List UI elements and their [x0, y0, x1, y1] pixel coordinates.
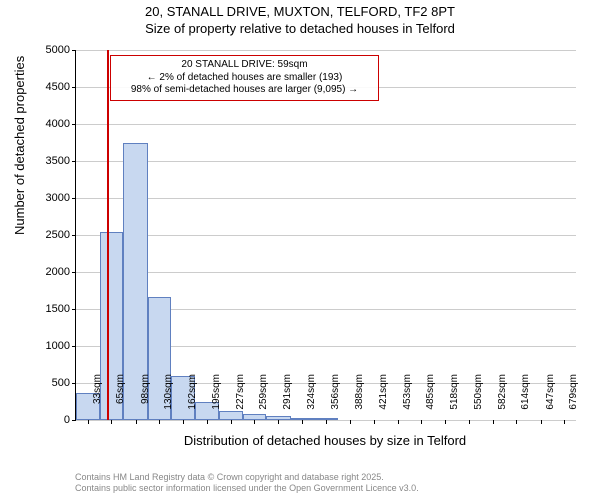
ytick-mark	[72, 383, 76, 384]
xtick-label: 162sqm	[187, 374, 198, 424]
ytick-label: 2000	[30, 266, 70, 278]
xtick-mark	[374, 420, 375, 424]
footer-line1: Contains HM Land Registry data © Crown c…	[75, 472, 419, 483]
ytick-mark	[72, 346, 76, 347]
xtick-label: 614sqm	[520, 374, 531, 424]
xtick-label: 227sqm	[235, 374, 246, 424]
xtick-label: 485sqm	[425, 374, 436, 424]
xtick-mark	[88, 420, 89, 424]
xtick-mark	[231, 420, 232, 424]
xtick-mark	[541, 420, 542, 424]
title-line2: Size of property relative to detached ho…	[0, 21, 600, 38]
xtick-label: 324sqm	[306, 374, 317, 424]
x-axis-label: Distribution of detached houses by size …	[75, 433, 575, 448]
title-line1: 20, STANALL DRIVE, MUXTON, TELFORD, TF2 …	[0, 4, 600, 21]
ytick-mark	[72, 420, 76, 421]
chart-container: 20, STANALL DRIVE, MUXTON, TELFORD, TF2 …	[0, 0, 600, 500]
xtick-mark	[326, 420, 327, 424]
marker-line	[107, 50, 109, 420]
xtick-mark	[159, 420, 160, 424]
ytick-mark	[72, 161, 76, 162]
xtick-label: 259sqm	[258, 374, 269, 424]
xtick-mark	[136, 420, 137, 424]
xtick-label: 550sqm	[473, 374, 484, 424]
ytick-label: 5000	[30, 44, 70, 56]
xtick-mark	[207, 420, 208, 424]
xtick-label: 130sqm	[163, 374, 174, 424]
ytick-label: 0	[30, 414, 70, 426]
xtick-label: 388sqm	[354, 374, 365, 424]
annotation-box: 20 STANALL DRIVE: 59sqm ← 2% of detached…	[110, 55, 379, 101]
xtick-mark	[493, 420, 494, 424]
ytick-label: 4500	[30, 81, 70, 93]
xtick-label: 582sqm	[497, 374, 508, 424]
xtick-mark	[445, 420, 446, 424]
annotation-line1: 20 STANALL DRIVE: 59sqm	[117, 59, 372, 72]
annotation-line2: ← 2% of detached houses are smaller (193…	[117, 72, 372, 85]
xtick-mark	[398, 420, 399, 424]
gridline	[76, 235, 576, 236]
xtick-mark	[516, 420, 517, 424]
ytick-mark	[72, 124, 76, 125]
xtick-label: 421sqm	[378, 374, 389, 424]
ytick-label: 3000	[30, 192, 70, 204]
xtick-mark	[183, 420, 184, 424]
xtick-mark	[302, 420, 303, 424]
xtick-mark	[111, 420, 112, 424]
ytick-label: 1500	[30, 303, 70, 315]
xtick-label: 291sqm	[282, 374, 293, 424]
xtick-label: 518sqm	[449, 374, 460, 424]
xtick-mark	[469, 420, 470, 424]
xtick-label: 647sqm	[545, 374, 556, 424]
xtick-label: 98sqm	[140, 374, 151, 424]
ytick-label: 1000	[30, 340, 70, 352]
xtick-mark	[350, 420, 351, 424]
gridline	[76, 161, 576, 162]
xtick-mark	[564, 420, 565, 424]
gridline	[76, 272, 576, 273]
footer-credits: Contains HM Land Registry data © Crown c…	[75, 472, 419, 494]
plot-region: 33sqm 65sqm 98sqm 130sqm 162sqm 195sqm 227sqm 2…	[75, 50, 576, 421]
gridline	[76, 50, 576, 51]
ytick-mark	[72, 272, 76, 273]
y-axis-label: Number of detached properties	[12, 56, 27, 235]
ytick-label: 3500	[30, 155, 70, 167]
xtick-label: 453sqm	[402, 374, 413, 424]
xtick-label: 33sqm	[92, 374, 103, 424]
ytick-label: 500	[30, 377, 70, 389]
ytick-label: 4000	[30, 118, 70, 130]
ytick-mark	[72, 198, 76, 199]
ytick-mark	[72, 235, 76, 236]
gridline	[76, 198, 576, 199]
ytick-mark	[72, 50, 76, 51]
xtick-label: 356sqm	[330, 374, 341, 424]
chart-title: 20, STANALL DRIVE, MUXTON, TELFORD, TF2 …	[0, 4, 600, 38]
xtick-label: 65sqm	[115, 374, 126, 424]
ytick-mark	[72, 87, 76, 88]
ytick-mark	[72, 309, 76, 310]
xtick-label: 195sqm	[211, 374, 222, 424]
ytick-label: 2500	[30, 229, 70, 241]
xtick-mark	[421, 420, 422, 424]
chart-area: 33sqm65sqm98sqm130sqm162sqm195sqm227sqm2…	[75, 50, 575, 420]
footer-line2: Contains public sector information licen…	[75, 483, 419, 494]
xtick-label: 679sqm	[568, 374, 579, 424]
gridline	[76, 124, 576, 125]
xtick-mark	[278, 420, 279, 424]
annotation-line3: 98% of semi-detached houses are larger (…	[117, 84, 372, 97]
xtick-mark	[254, 420, 255, 424]
